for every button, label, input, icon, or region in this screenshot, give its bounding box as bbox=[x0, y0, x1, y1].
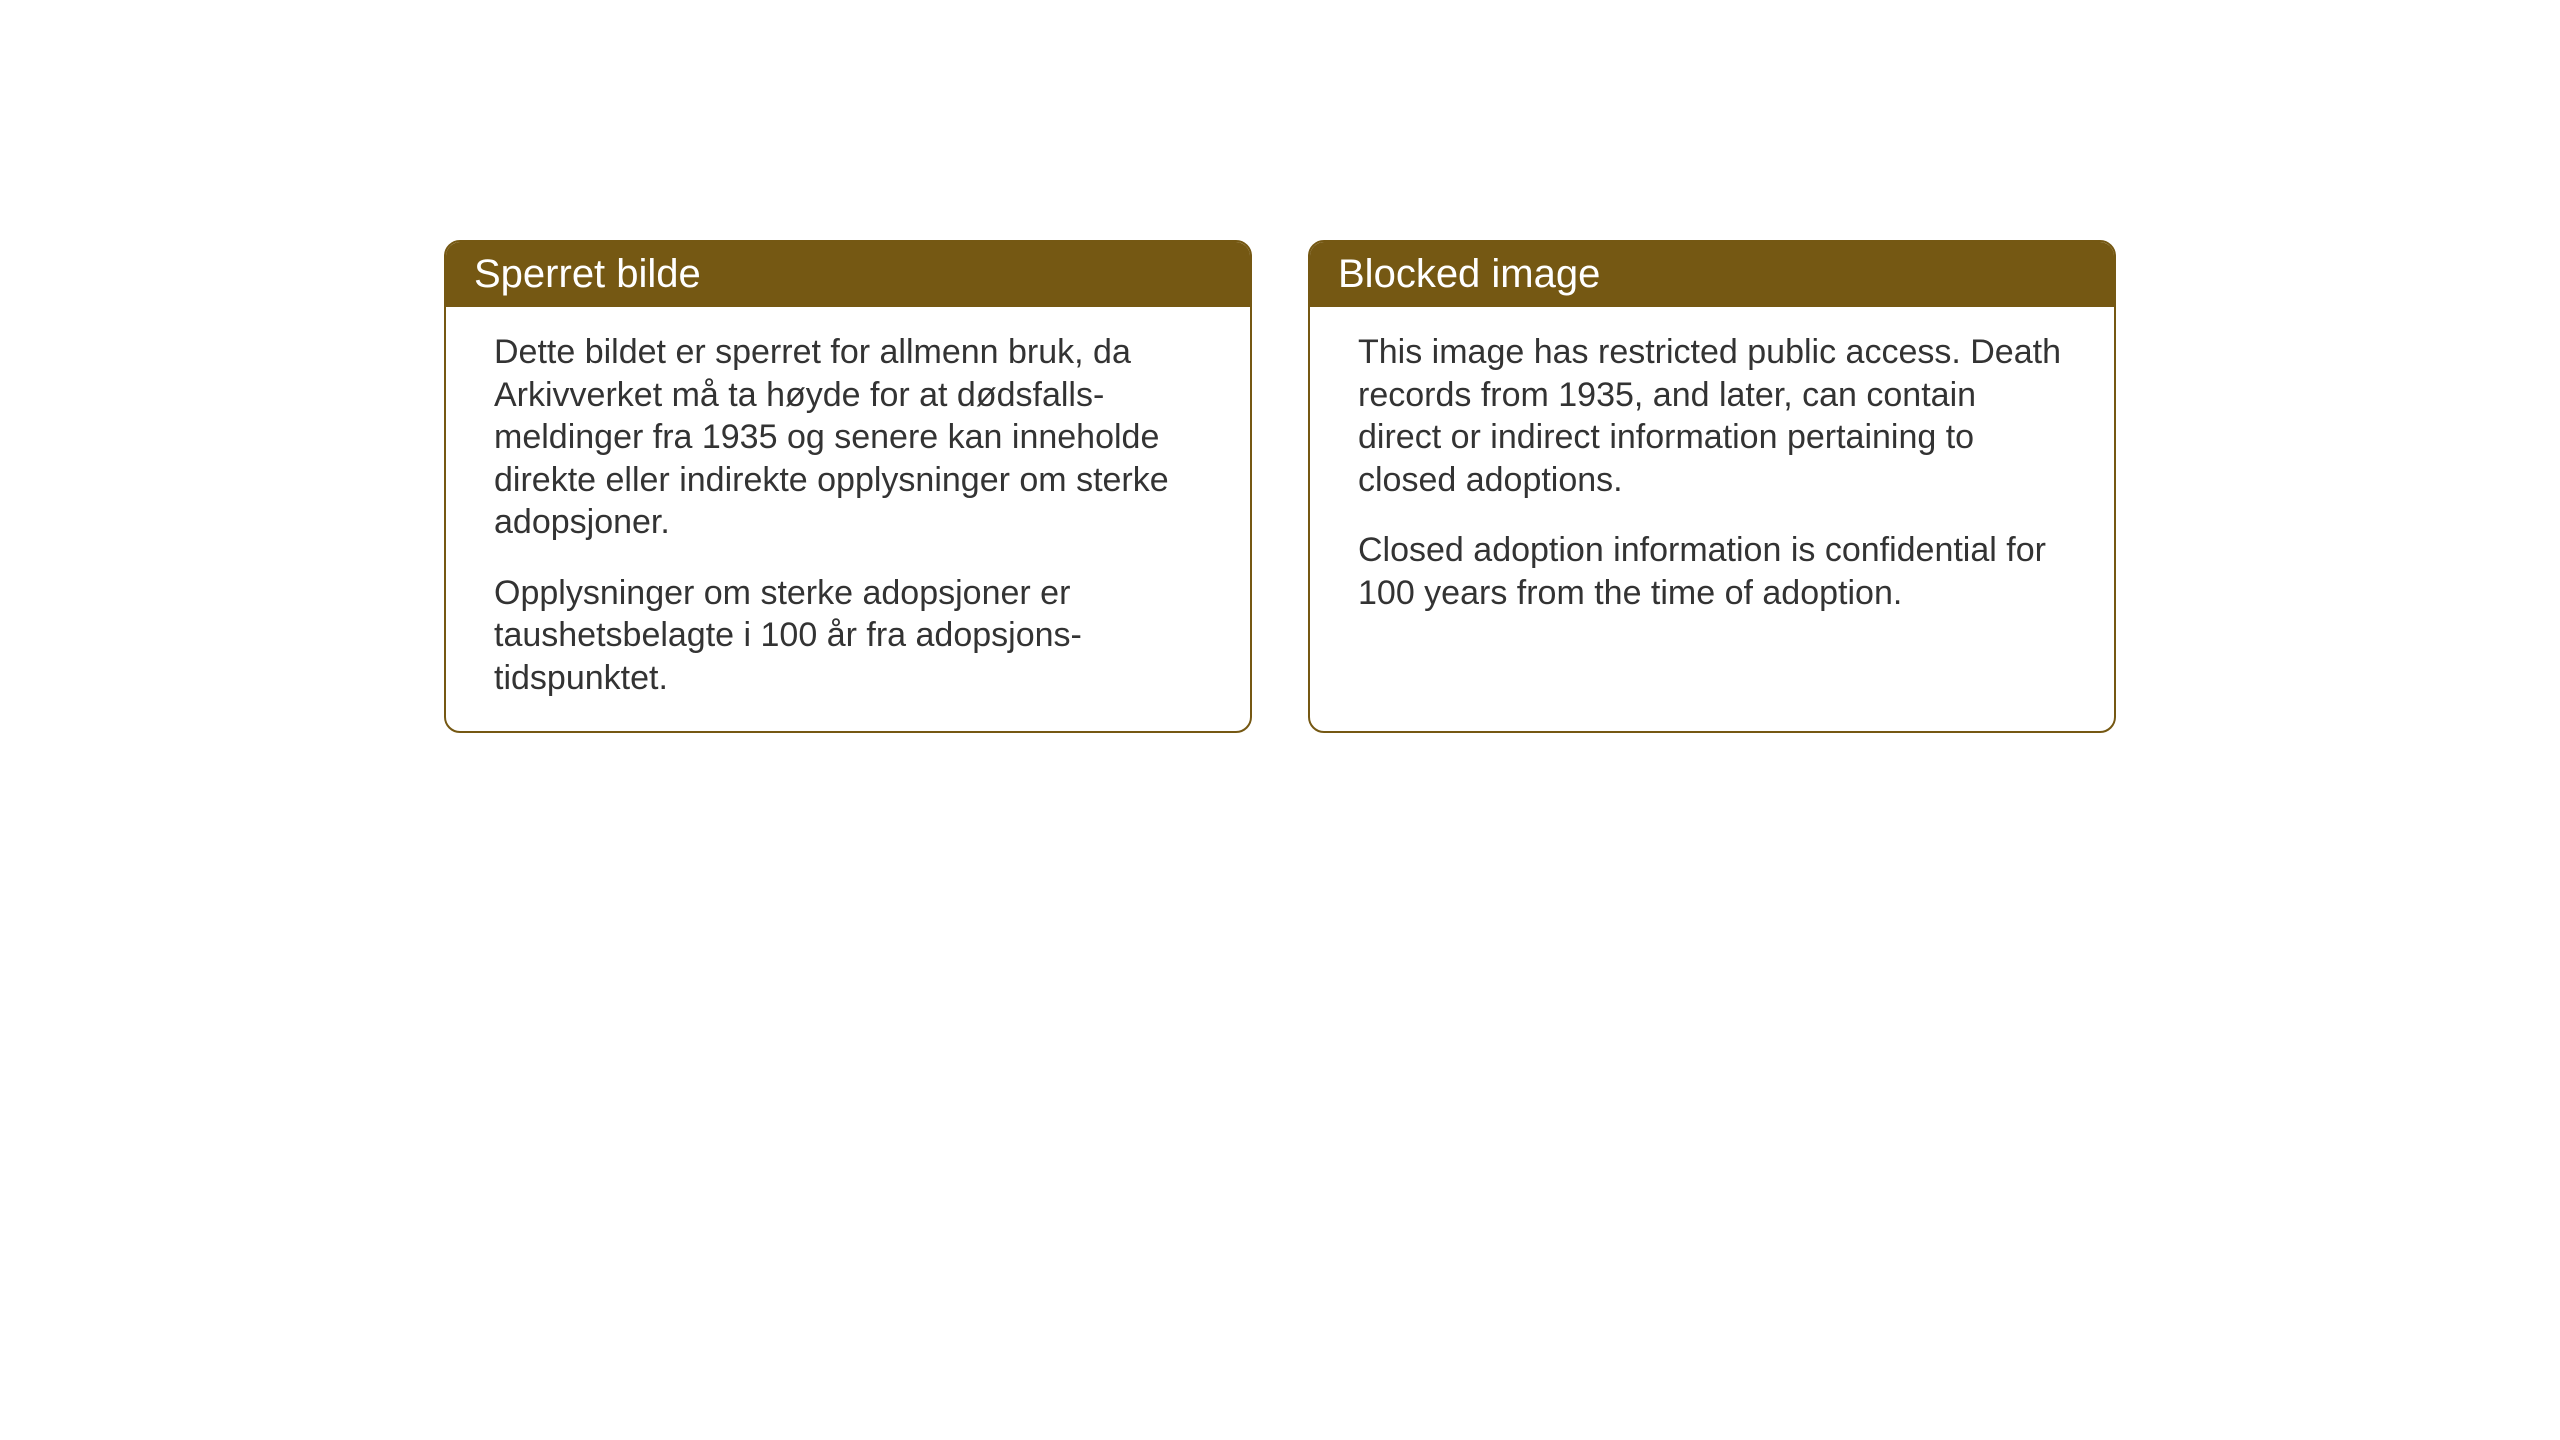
card-paragraph-1-norwegian: Dette bildet er sperret for allmenn bruk… bbox=[494, 331, 1202, 544]
card-header-english: Blocked image bbox=[1310, 242, 2114, 307]
card-paragraph-2-english: Closed adoption information is confident… bbox=[1358, 529, 2066, 614]
card-header-norwegian: Sperret bilde bbox=[446, 242, 1250, 307]
notice-container: Sperret bilde Dette bildet er sperret fo… bbox=[444, 240, 2116, 733]
notice-card-norwegian: Sperret bilde Dette bildet er sperret fo… bbox=[444, 240, 1252, 733]
card-body-norwegian: Dette bildet er sperret for allmenn bruk… bbox=[446, 307, 1250, 731]
notice-card-english: Blocked image This image has restricted … bbox=[1308, 240, 2116, 733]
card-title-english: Blocked image bbox=[1338, 252, 1600, 296]
card-paragraph-1-english: This image has restricted public access.… bbox=[1358, 331, 2066, 501]
card-body-english: This image has restricted public access.… bbox=[1310, 307, 2114, 646]
card-title-norwegian: Sperret bilde bbox=[474, 252, 701, 296]
card-paragraph-2-norwegian: Opplysninger om sterke adopsjoner er tau… bbox=[494, 572, 1202, 700]
